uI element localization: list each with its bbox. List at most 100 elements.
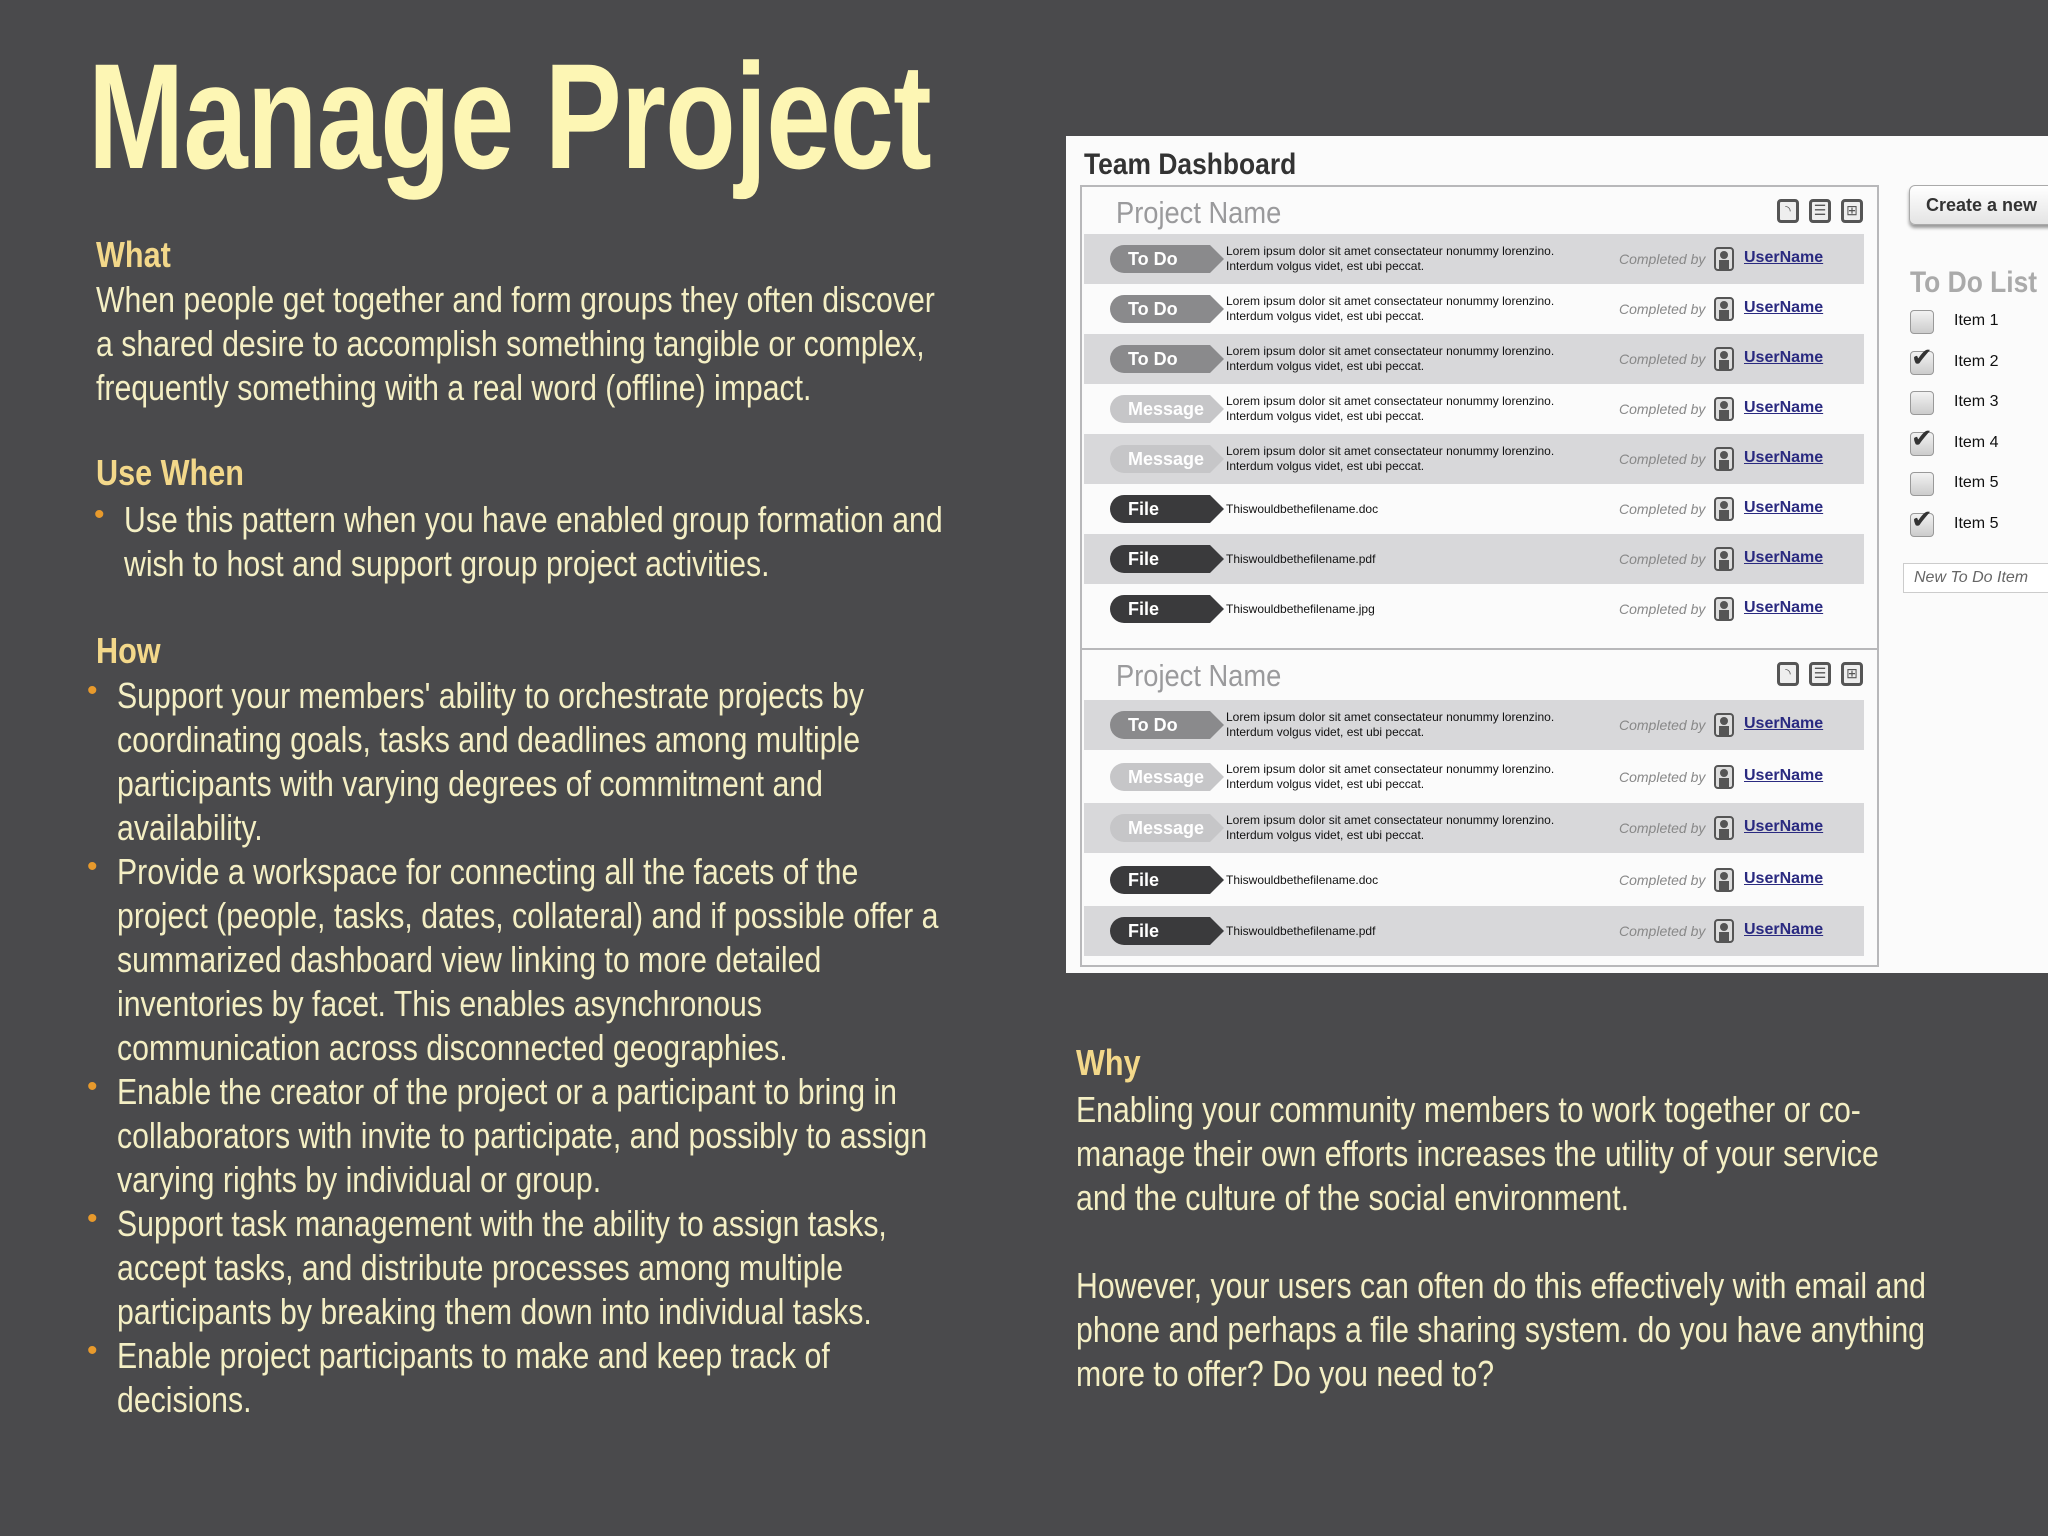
type-badge: To Do bbox=[1110, 295, 1210, 323]
completed-by-label: Completed by bbox=[1619, 401, 1706, 417]
user-avatar-icon bbox=[1714, 397, 1734, 421]
badge-arrow bbox=[1210, 917, 1224, 945]
text-line: Interdum volgus videt, est ubi peccat. bbox=[1226, 459, 1425, 473]
completed-by-label: Completed by bbox=[1619, 768, 1706, 785]
text-line: Provide a workspace for connecting all t… bbox=[117, 851, 859, 892]
text-line: Lorem ipsum dolor sit amet consectateur … bbox=[1226, 244, 1555, 258]
text-line: Interdum volgus videt, est ubi peccat. bbox=[1226, 309, 1425, 323]
completed-by-label: Completed by bbox=[1619, 717, 1706, 733]
row-text: Lorem ipsum dolor sit amet consectateur … bbox=[1226, 394, 1554, 424]
table-row[interactable]: Message Lorem ipsum dolor sit amet consec… bbox=[1084, 752, 1864, 802]
checkbox-unchecked[interactable] bbox=[1910, 310, 1934, 334]
table-row[interactable]: File Thiswouldbethefilename.pdf Completed … bbox=[1084, 534, 1864, 584]
checkbox-checked[interactable] bbox=[1910, 342, 1934, 375]
text-line: communication across disconnected geogra… bbox=[117, 1027, 788, 1068]
username-link[interactable]: UserName bbox=[1744, 449, 1824, 466]
table-row[interactable]: Message Lorem ipsum dolor sit amet consec… bbox=[1084, 803, 1864, 853]
team-dashboard: Team Dashboard Project Name ◝ ☰ ⊞ To Do Lorem… bbox=[1066, 136, 2048, 973]
bullet-icon: • bbox=[87, 674, 98, 707]
table-row[interactable]: File Thiswouldbethefilename.pdf Completed … bbox=[1084, 906, 1864, 956]
text-line: inventories by facet. This enables async… bbox=[117, 983, 762, 1024]
row-text: Lorem ipsum dolor sit amet consectateur … bbox=[1226, 294, 1554, 324]
text-line: However, your users can often do this ef… bbox=[1076, 1265, 1926, 1306]
text-line: manage their own efforts increases the u… bbox=[1076, 1133, 1879, 1174]
row-text: Lorem ipsum dolor sit amet consectateur … bbox=[1226, 710, 1554, 740]
table-row[interactable]: To Do Lorem ipsum dolor sit amet consecta… bbox=[1084, 284, 1864, 334]
badge-arrow bbox=[1210, 545, 1224, 573]
table-row[interactable]: Message Lorem ipsum dolor sit amet consec… bbox=[1084, 434, 1864, 484]
create-new-button[interactable]: Create a new bbox=[1909, 185, 2048, 225]
table-row[interactable]: File Thiswouldbethefilename.doc Completed … bbox=[1084, 855, 1864, 905]
checkbox-unchecked[interactable] bbox=[1910, 391, 1934, 415]
paragraph: However, your users can often do this ef… bbox=[1076, 1264, 2048, 1396]
username-link[interactable]: UserName bbox=[1744, 715, 1824, 732]
table-row[interactable]: To Do Lorem ipsum dolor sit amet consecta… bbox=[1084, 234, 1864, 284]
username-link[interactable]: UserName bbox=[1744, 599, 1824, 616]
text-line: Lorem ipsum dolor sit amet consectateur … bbox=[1226, 761, 1555, 776]
row-text: Thiswouldbethefilename.pdf bbox=[1226, 924, 1375, 939]
username-link[interactable]: UserName bbox=[1744, 766, 1824, 784]
list-item: • Use this pattern when you have enabled … bbox=[94, 498, 1099, 586]
user-avatar-icon bbox=[1714, 497, 1734, 521]
text-line: availability. bbox=[117, 807, 263, 848]
todo-item-label: Item 2 bbox=[1954, 352, 1999, 370]
user-avatar-icon bbox=[1714, 347, 1734, 371]
view-icons: ◝ ☰ ⊞ bbox=[1777, 199, 1863, 223]
username-link[interactable]: UserName bbox=[1744, 399, 1824, 416]
table-row[interactable]: Message Lorem ipsum dolor sit amet consec… bbox=[1084, 384, 1864, 434]
username-link[interactable]: UserName bbox=[1744, 499, 1824, 516]
text-line: Thiswouldbethefilename.pdf bbox=[1226, 924, 1376, 938]
completed-by-label: Completed by bbox=[1619, 820, 1706, 836]
grid-view-icon[interactable]: ⊞ bbox=[1841, 199, 1863, 223]
table-row[interactable]: To Do Lorem ipsum dolor sit amet consecta… bbox=[1084, 700, 1864, 750]
list-item: • Support your members' ability to orches… bbox=[87, 674, 1095, 850]
checkbox-checked[interactable] bbox=[1910, 423, 1934, 456]
username-link[interactable]: UserName bbox=[1744, 249, 1824, 266]
username-link[interactable]: UserName bbox=[1744, 299, 1824, 316]
type-badge: File bbox=[1110, 865, 1210, 894]
table-row[interactable]: File Thiswouldbethefilename.jpg Completed … bbox=[1084, 584, 1864, 634]
text-line: and the culture of the social environmen… bbox=[1076, 1177, 1630, 1218]
bullet-icon: • bbox=[87, 1070, 98, 1103]
list-item: • Enable the creator of the project or a … bbox=[87, 1070, 1095, 1202]
username-link[interactable]: UserName bbox=[1744, 549, 1824, 566]
checkbox-checked[interactable] bbox=[1910, 504, 1934, 537]
text-line: Support your members' ability to orchest… bbox=[117, 675, 864, 716]
username-link[interactable]: UserName bbox=[1744, 921, 1824, 938]
list-view-icon[interactable]: ☰ bbox=[1809, 662, 1831, 686]
project-name[interactable]: Project Name bbox=[1116, 195, 1282, 230]
why-text: Enabling your community members to work … bbox=[1076, 1088, 2048, 1396]
row-text: Lorem ipsum dolor sit amet consectateur … bbox=[1226, 444, 1554, 474]
list-view-icon[interactable]: ☰ bbox=[1809, 199, 1831, 223]
username-link[interactable]: UserName bbox=[1744, 818, 1824, 835]
new-todo-item-input[interactable]: New To Do Item bbox=[1903, 563, 2048, 593]
text-line: When people get together and form groups… bbox=[96, 279, 935, 320]
completed-by-label: Completed by bbox=[1619, 501, 1706, 517]
grid-view-icon[interactable]: ⊞ bbox=[1841, 662, 1863, 686]
text-line: accept tasks, and distribute processes a… bbox=[117, 1247, 844, 1288]
user-avatar-icon bbox=[1714, 867, 1734, 892]
rss-icon[interactable]: ◝ bbox=[1777, 199, 1799, 223]
type-badge: File bbox=[1110, 917, 1210, 945]
project-name[interactable]: Project Name bbox=[1116, 658, 1282, 693]
user-avatar-icon bbox=[1714, 597, 1734, 621]
checkbox-unchecked[interactable] bbox=[1910, 472, 1934, 496]
type-badge: Message bbox=[1110, 762, 1210, 791]
badge-arrow bbox=[1210, 295, 1224, 323]
badge-arrow bbox=[1210, 395, 1224, 423]
bullet-icon: • bbox=[87, 850, 98, 883]
text-line: frequently something with a real word (o… bbox=[96, 367, 812, 408]
text-line: coordinating goals, tasks and deadlines … bbox=[117, 719, 861, 760]
badge-arrow bbox=[1210, 711, 1224, 739]
table-row[interactable]: To Do Lorem ipsum dolor sit amet consecta… bbox=[1084, 334, 1864, 384]
text-line: Lorem ipsum dolor sit amet consectateur … bbox=[1226, 294, 1555, 308]
text-line: Enabling your community members to work … bbox=[1076, 1089, 1861, 1130]
username-link[interactable]: UserName bbox=[1744, 869, 1824, 887]
user-avatar-icon bbox=[1714, 816, 1734, 840]
user-avatar-icon bbox=[1714, 247, 1734, 271]
text-line: project (people, tasks, dates, collatera… bbox=[117, 895, 939, 936]
rss-icon[interactable]: ◝ bbox=[1777, 662, 1799, 686]
table-row[interactable]: File Thiswouldbethefilename.doc Completed … bbox=[1084, 484, 1864, 534]
todo-item-label: Item 5 bbox=[1954, 514, 1999, 532]
username-link[interactable]: UserName bbox=[1744, 349, 1824, 366]
